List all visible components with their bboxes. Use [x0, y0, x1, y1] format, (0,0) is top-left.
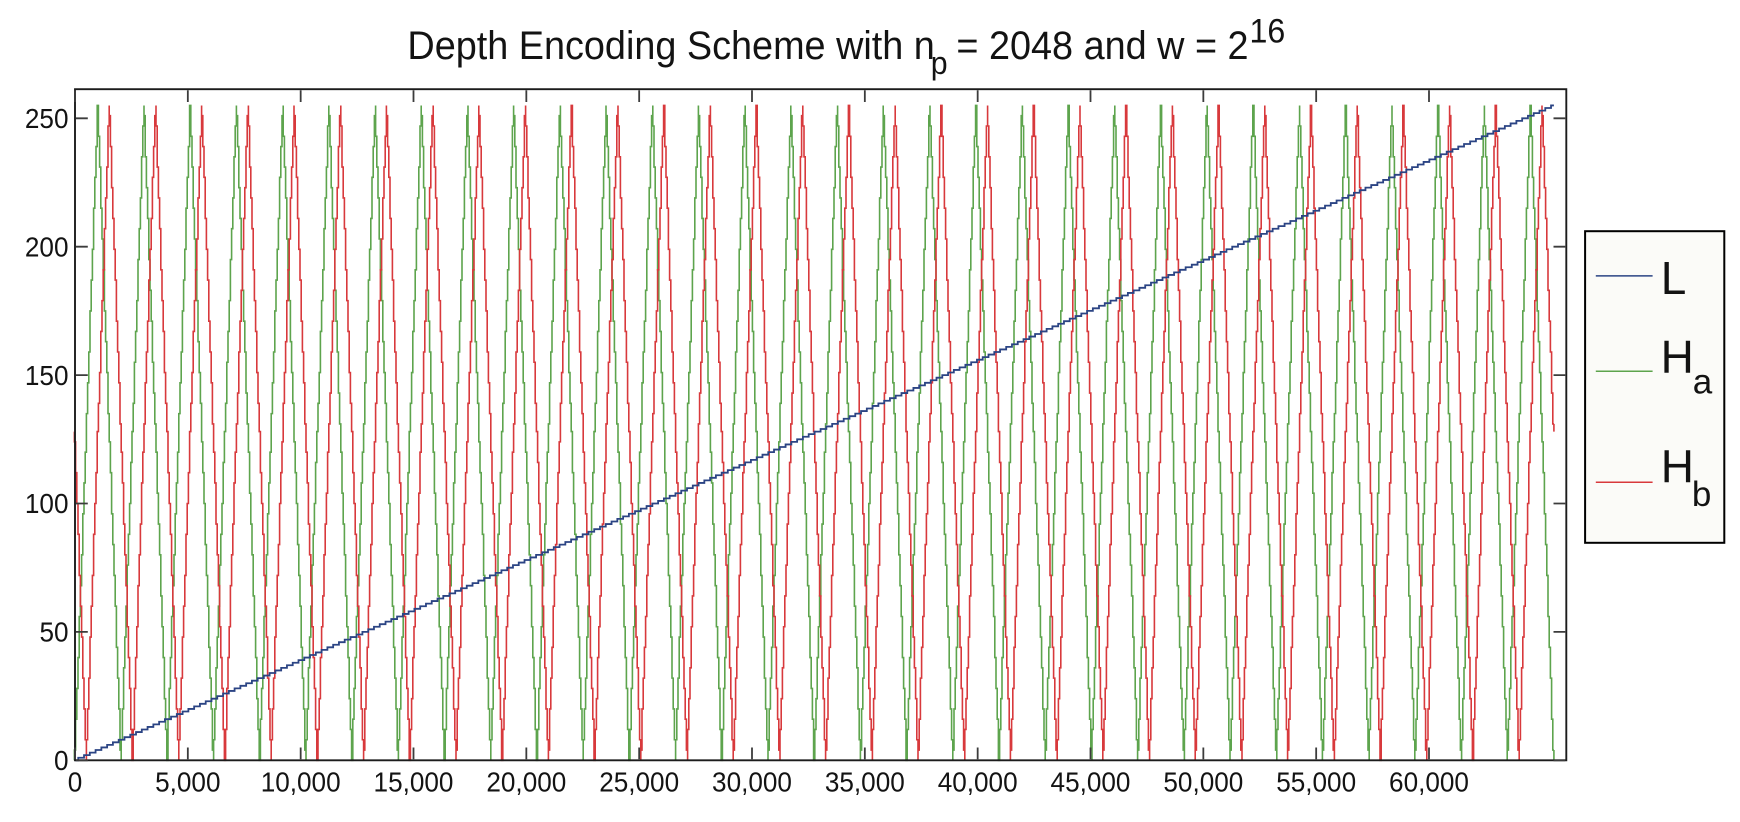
svg-text:= 2048 and w = 2: = 2048 and w = 2 — [956, 24, 1248, 68]
svg-text:150: 150 — [25, 360, 69, 391]
svg-text:5,000: 5,000 — [155, 767, 220, 798]
svg-text:p: p — [931, 45, 948, 81]
svg-text:35,000: 35,000 — [825, 767, 905, 798]
svg-text:a: a — [1693, 362, 1713, 401]
svg-text:H: H — [1661, 441, 1694, 493]
svg-text:0: 0 — [68, 767, 83, 798]
svg-text:200: 200 — [25, 232, 69, 263]
svg-text:L: L — [1661, 252, 1687, 304]
svg-text:25,000: 25,000 — [599, 767, 679, 798]
svg-text:60,000: 60,000 — [1389, 767, 1469, 798]
svg-text:50: 50 — [39, 617, 68, 648]
svg-text:Depth Encoding Scheme with n: Depth Encoding Scheme with n — [407, 24, 934, 68]
svg-text:55,000: 55,000 — [1276, 767, 1356, 798]
svg-text:250: 250 — [25, 103, 69, 134]
svg-text:50,000: 50,000 — [1163, 767, 1243, 798]
svg-text:b: b — [1692, 475, 1711, 514]
svg-text:45,000: 45,000 — [1051, 767, 1131, 798]
svg-text:100: 100 — [25, 489, 69, 520]
svg-text:20,000: 20,000 — [486, 767, 566, 798]
svg-text:30,000: 30,000 — [712, 767, 792, 798]
svg-text:0: 0 — [54, 745, 69, 776]
svg-text:40,000: 40,000 — [938, 767, 1018, 798]
svg-text:15,000: 15,000 — [374, 767, 454, 798]
svg-text:10,000: 10,000 — [261, 767, 341, 798]
svg-text:H: H — [1661, 331, 1694, 383]
svg-text:16: 16 — [1250, 13, 1286, 51]
